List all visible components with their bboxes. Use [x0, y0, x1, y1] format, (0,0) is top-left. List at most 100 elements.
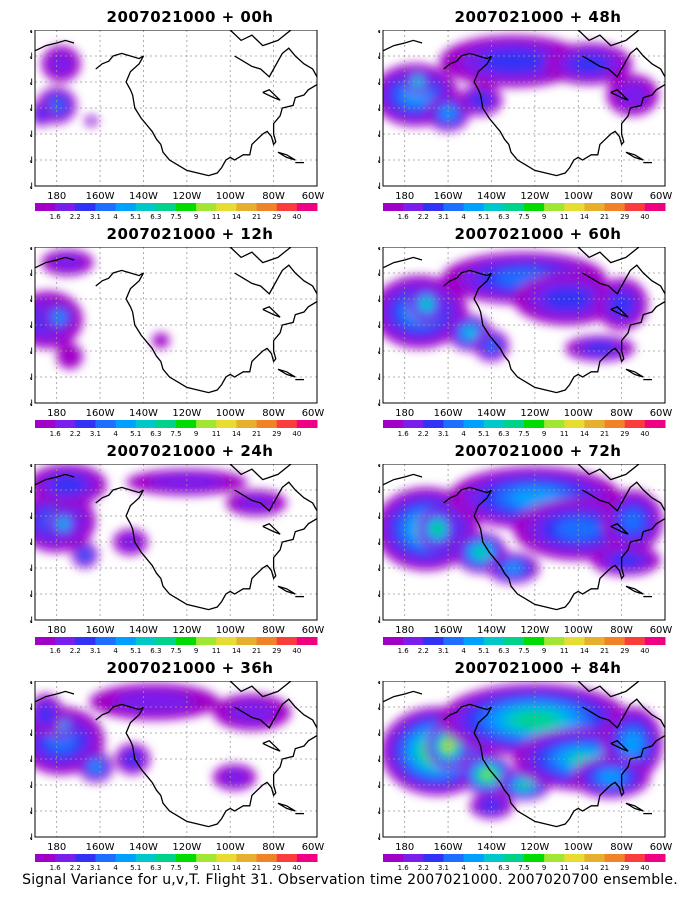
colorbar-swatch [524, 854, 545, 862]
colorbar-tick-label: 2.2 [70, 213, 81, 221]
variance-blob [584, 342, 616, 355]
colorbar-swatch [483, 854, 505, 862]
coastline [262, 89, 281, 101]
lat-label: 70N [378, 30, 381, 36]
colorbar-swatch [176, 854, 197, 862]
coastline [234, 47, 317, 78]
lon-label: 140W [129, 408, 158, 419]
colorbar-swatch [624, 420, 646, 428]
figure-caption: Signal Variance for u,v,T. Flight 31. Ob… [22, 872, 678, 888]
colorbar-tick-label: 4 [461, 213, 466, 221]
colorbar-swatch [115, 637, 137, 645]
coastline [35, 256, 75, 269]
colorbar-swatch [155, 637, 177, 645]
lat-label: 10N [30, 833, 33, 843]
colorbar-swatch [256, 203, 278, 211]
colorbar-tick-label: 7.5 [518, 864, 529, 872]
colorbar-tick-label: 5.1 [478, 864, 489, 872]
colorbar-swatch [503, 203, 525, 211]
colorbar-swatch [95, 637, 117, 645]
coastline [234, 698, 317, 729]
colorbar-tick-label: 2.2 [70, 864, 81, 872]
variance-blob [50, 475, 85, 495]
coastline [582, 481, 665, 512]
variance-blob [441, 108, 455, 119]
colorbar-tick-label: 5.1 [478, 213, 489, 221]
colorbar-tick-label: 29 [620, 213, 629, 221]
colorbar-swatch [155, 854, 177, 862]
variance-blob [36, 107, 47, 119]
lon-label: 120W [172, 842, 201, 853]
colorbar-swatch [236, 420, 258, 428]
lon-label: 140W [129, 842, 158, 853]
variance-blob [152, 332, 170, 349]
coastline [95, 269, 144, 287]
lat-label: 20N [30, 156, 33, 166]
gridlines [383, 681, 665, 837]
lon-label: 160W [86, 625, 115, 636]
variance-blob [475, 548, 487, 557]
colorbar-tick-label: 29 [272, 213, 281, 221]
colorbar-tick-label: 3.1 [438, 430, 449, 438]
lat-label: 50N [378, 295, 381, 305]
colorbar-swatch [423, 854, 444, 862]
colorbar-tick-label: 9 [542, 647, 546, 655]
lat-label: 30N [378, 347, 381, 357]
lat-label: 50N [378, 78, 381, 88]
colorbar-swatch [483, 637, 505, 645]
colorbar-tick-label: 11 [212, 213, 221, 221]
coastline [229, 30, 292, 47]
map-panel-48h: 2007021000 + 48h 70N 60N 50N 40N 30N 20N 10N 18… [378, 8, 700, 226]
coastline [582, 47, 665, 78]
colorbar-swatch [216, 854, 237, 862]
colorbar-tick-label: 6.3 [150, 864, 161, 872]
colorbar-swatch [644, 854, 666, 862]
coastline [229, 681, 292, 698]
colorbar-swatch [35, 854, 56, 862]
variance-blob [623, 733, 642, 754]
variance-blob [481, 800, 502, 812]
colorbar-swatch [383, 203, 404, 211]
lon-label: 140W [477, 625, 506, 636]
variance-field [383, 252, 648, 362]
colorbar-tick-label: 7.5 [170, 864, 181, 872]
variance-blob [485, 340, 498, 352]
colorbar-tick-label: 5.1 [478, 430, 489, 438]
lon-label: 100W [216, 625, 245, 636]
colorbar-tick-label: 6.3 [498, 647, 509, 655]
colorbar-swatch [256, 637, 278, 645]
colorbar-swatch [196, 637, 217, 645]
coastline [234, 264, 317, 295]
map-frame [382, 681, 666, 838]
lat-label: 10N [378, 616, 381, 626]
lon-label: 140W [477, 842, 506, 853]
map-36h: 70N 60N 50N 40N 30N 20N 10N 180 160W 140W 120W 100W… [30, 681, 325, 872]
colorbar-swatch [624, 637, 646, 645]
lon-label: 180 [47, 408, 66, 419]
lon-label: 60W [302, 842, 325, 853]
colorbar-tick-label: 29 [620, 430, 629, 438]
colorbar-swatch [155, 420, 177, 428]
colorbar-tick-label: 21 [252, 430, 261, 438]
colorbar-tick-label: 2.2 [418, 213, 429, 221]
lon-label: 80W [262, 625, 285, 636]
colorbar-swatch [644, 203, 666, 211]
lat-label: 20N [30, 590, 33, 600]
colorbar-tick-label: 4 [113, 213, 118, 221]
colorbar-swatch [216, 637, 237, 645]
coastlines [383, 30, 665, 177]
colorbar-swatch [115, 203, 137, 211]
colorbar-swatch [463, 637, 485, 645]
map-84h: 70N 60N 50N 40N 30N 20N 10N 180 160W 140W 120W 100W… [378, 681, 672, 872]
colorbar-swatch [95, 420, 117, 428]
variance-blob [543, 287, 592, 311]
colorbar-swatch [35, 420, 56, 428]
colorbar-swatch [55, 854, 76, 862]
colorbar-tick-label: 4 [113, 647, 118, 655]
colorbar-swatch [503, 420, 525, 428]
colorbar-swatch [35, 637, 56, 645]
lon-label: 120W [172, 408, 201, 419]
colorbar-tick-label: 1.6 [50, 430, 62, 438]
colorbar-swatch [236, 203, 258, 211]
colorbar-tick-label: 1.6 [398, 213, 410, 221]
